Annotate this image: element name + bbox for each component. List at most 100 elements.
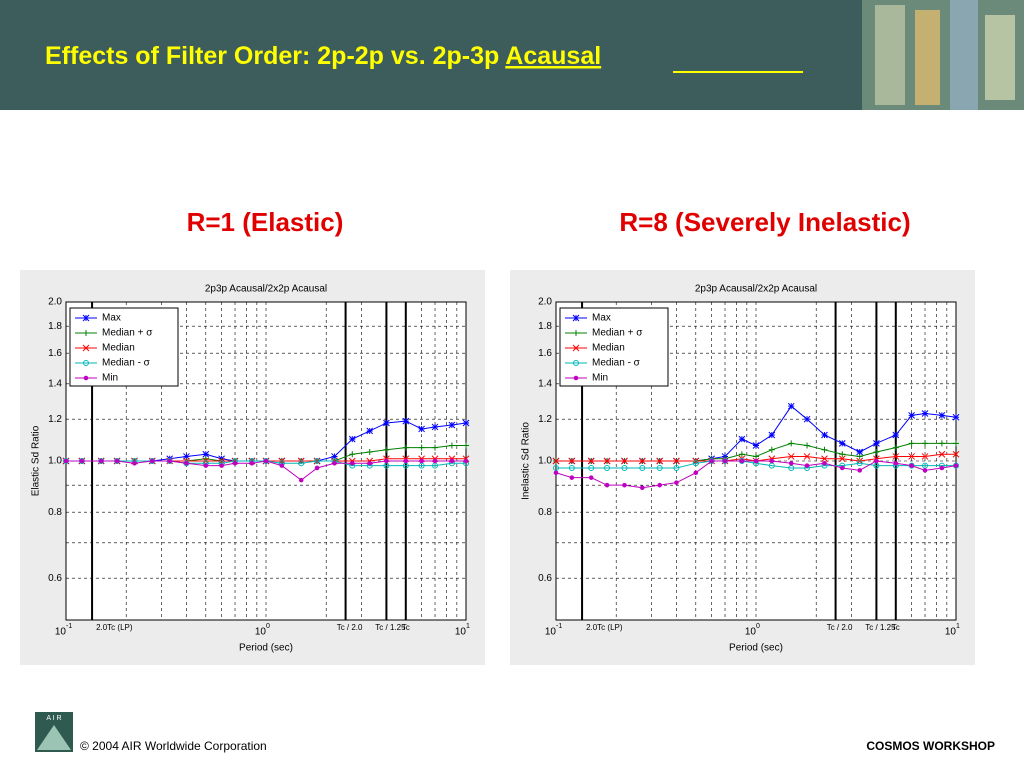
series-marker [722, 458, 728, 464]
y-tick-label: 1.0 [538, 456, 552, 467]
series-marker [692, 460, 699, 467]
series-marker [892, 453, 900, 460]
series-marker [738, 435, 746, 443]
legend-marker [573, 375, 579, 381]
header-image-part [950, 0, 978, 110]
series-marker [639, 464, 646, 471]
series-marker [709, 458, 714, 464]
x-axis-label: Period (sec) [239, 643, 293, 654]
series-marker [953, 463, 959, 468]
x-tick-exponent: -1 [66, 623, 72, 630]
series-marker [263, 458, 269, 464]
series-marker [366, 449, 373, 456]
series-marker [909, 463, 914, 468]
series-marker [448, 421, 456, 429]
series-marker [952, 413, 960, 421]
legend-marker [83, 330, 89, 336]
legend-marker [82, 344, 90, 352]
legend-label: Median + σ [592, 328, 643, 339]
series-marker [768, 431, 776, 439]
series-marker [298, 477, 304, 483]
series-marker [132, 461, 137, 466]
series-marker [449, 458, 455, 464]
series-marker [432, 444, 439, 451]
series-marker [167, 458, 173, 464]
series-marker [463, 458, 469, 464]
chart-title: 2p3p Acausal/2x2p Acausal [695, 284, 817, 295]
series-marker [603, 457, 611, 465]
series-marker [921, 453, 929, 460]
x-tick-label: 10 [255, 627, 267, 638]
series-marker [753, 453, 759, 460]
reference-label: Tc [402, 623, 410, 632]
series-marker [568, 457, 576, 465]
series-marker [332, 461, 337, 466]
y-tick-label: 0.8 [538, 507, 552, 518]
y-tick-label: 0.8 [48, 507, 62, 518]
series-marker [552, 457, 560, 465]
y-tick-label: 1.4 [538, 378, 552, 389]
series-marker [922, 468, 928, 473]
legend-label: Median [102, 343, 135, 354]
series-marker [348, 435, 356, 443]
series-marker [838, 455, 846, 463]
y-tick-label: 2.0 [538, 297, 552, 308]
x-tick-exponent: 0 [756, 623, 760, 630]
title-main: Effects of Filter Order: 2p-2p vs. 2p-3p [45, 42, 505, 70]
series-marker [803, 415, 811, 423]
series-marker [892, 431, 900, 439]
y-tick-label: 0.6 [538, 573, 552, 584]
series-marker [367, 461, 373, 466]
x-tick-label: 10 [55, 627, 67, 638]
series-marker [908, 440, 915, 447]
logo-text: A I R [46, 715, 61, 722]
series-marker [202, 450, 210, 458]
series-marker [366, 427, 374, 435]
legend-label: Max [592, 313, 611, 324]
legend-marker [573, 360, 579, 366]
series-marker [768, 446, 775, 453]
series-marker [856, 448, 864, 456]
y-tick-label: 1.0 [48, 456, 62, 467]
series-marker [431, 423, 439, 431]
series-marker [788, 440, 795, 447]
series-marker [432, 458, 438, 464]
series-marker [279, 463, 285, 468]
series-marker [568, 464, 575, 471]
series-marker [873, 449, 880, 456]
series-marker [838, 439, 846, 447]
series-marker [821, 455, 828, 463]
y-axis-label: Inelastic Sd Ratio [521, 422, 532, 500]
y-tick-label: 2.0 [48, 297, 62, 308]
series-marker [803, 453, 811, 460]
x-tick-label: 10 [455, 627, 467, 638]
header-image-part [985, 15, 1015, 100]
series-marker [314, 458, 321, 464]
series-marker [349, 451, 356, 458]
series-marker [856, 460, 863, 467]
series-marker [856, 453, 863, 460]
legend-marker [572, 314, 580, 322]
legend-box [69, 307, 179, 387]
legend-marker [573, 330, 579, 336]
series-marker [448, 442, 455, 449]
legend-marker [83, 375, 89, 381]
series-marker [588, 464, 595, 471]
series-marker [938, 450, 946, 458]
series-marker [788, 461, 794, 466]
logo-mark [37, 725, 71, 750]
series-marker [674, 480, 679, 485]
series-marker [384, 458, 389, 464]
y-tick-label: 1.6 [48, 348, 62, 359]
series-marker [98, 458, 104, 464]
series-marker [921, 410, 929, 417]
y-tick-label: 1.2 [48, 414, 62, 425]
x-tick-exponent: -1 [556, 623, 562, 630]
series-marker [857, 468, 863, 473]
legend-label: Max [102, 313, 121, 324]
series-marker [114, 458, 120, 464]
series-marker [587, 457, 595, 465]
y-tick-label: 0.6 [48, 573, 62, 584]
series-marker [787, 402, 795, 410]
